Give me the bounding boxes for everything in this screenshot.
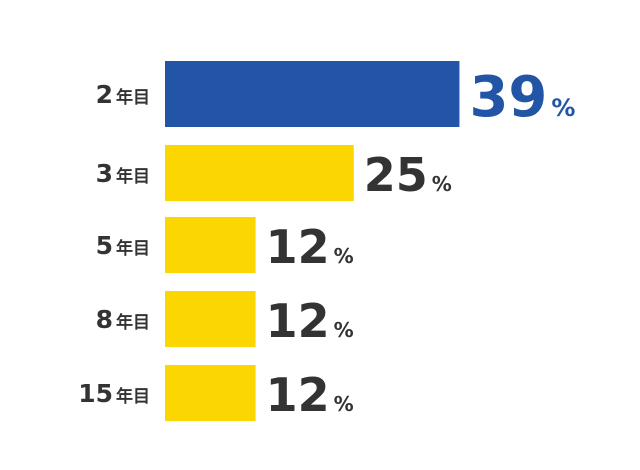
bar — [165, 217, 256, 273]
category-label: 5 年目 — [96, 231, 150, 260]
value-label: 39% — [469, 65, 575, 130]
category-label: 8 年目 — [96, 305, 150, 334]
value-label: 25% — [364, 148, 452, 202]
category-label: 2 年目 — [96, 80, 150, 109]
value-label: 12% — [266, 220, 354, 274]
bar — [165, 365, 256, 421]
bar — [165, 61, 460, 127]
value-label: 12% — [266, 294, 354, 348]
category-label: 15 年目 — [78, 379, 150, 408]
value-label: 12% — [266, 368, 354, 422]
category-label: 3 年目 — [96, 159, 150, 188]
bar — [165, 291, 256, 347]
bar — [165, 145, 354, 201]
